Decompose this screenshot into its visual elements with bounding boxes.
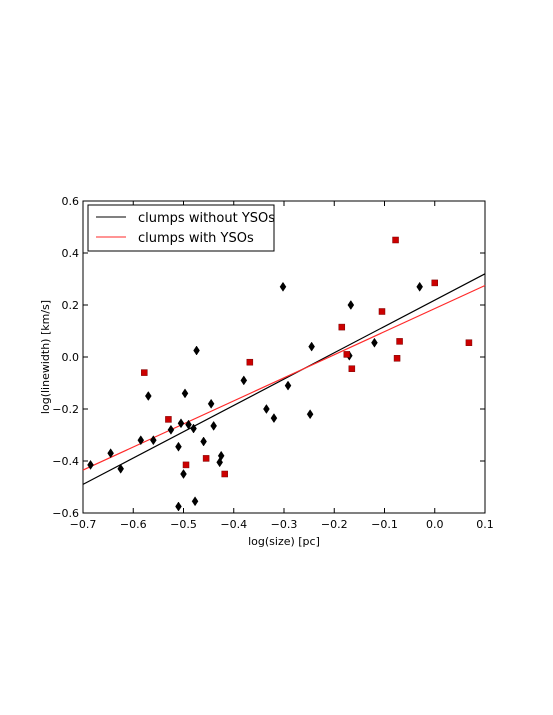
point-without-ysos <box>181 388 189 399</box>
point-without-ysos <box>279 281 287 292</box>
axis-ticks <box>82 200 486 514</box>
x-tick-label: −0.5 <box>170 518 197 531</box>
x-tick-label: −0.1 <box>371 518 398 531</box>
point-without-ysos <box>107 448 114 459</box>
point-with-ysos <box>393 355 401 362</box>
fit-line-without-ysos <box>82 273 486 485</box>
point-without-ysos <box>284 380 292 391</box>
point-without-ysos <box>180 469 187 479</box>
point-with-ysos <box>396 338 403 345</box>
legend-label-with-ysos: clumps with YSOs <box>138 231 254 246</box>
point-without-ysos <box>371 337 378 348</box>
x-tick-label: −0.4 <box>220 518 247 531</box>
point-without-ysos <box>177 418 185 429</box>
point-without-ysos <box>145 391 152 401</box>
y-axis-label: log(linewidth) [km/s] <box>39 300 52 414</box>
y-tick-label: 0.6 <box>62 195 80 208</box>
point-without-ysos <box>193 345 200 356</box>
x-tick-label: 0.0 <box>426 518 444 531</box>
y-tick-label: 0.2 <box>62 299 80 312</box>
point-with-ysos <box>338 323 346 331</box>
point-without-ysos <box>207 398 215 409</box>
point-without-ysos <box>117 463 124 474</box>
axis-tick-labels: −0.7 −0.6 −0.5 −0.4 −0.3 −0.2 −0.1 0.0 0.1−0.6−0… <box>52 195 493 531</box>
y-tick-label: −0.4 <box>52 455 79 468</box>
y-tick-label: 0.4 <box>62 247 80 260</box>
point-with-ysos <box>246 358 254 366</box>
legend-box <box>87 204 275 252</box>
point-without-ysos <box>217 450 225 461</box>
point-without-ysos <box>210 420 217 431</box>
data-points <box>87 236 473 512</box>
fit-line-with-ysos <box>82 284 486 471</box>
y-tick-label: 0.0 <box>62 351 80 364</box>
point-without-ysos <box>347 300 355 310</box>
point-without-ysos <box>150 435 157 446</box>
legend-label-without-ysos: clumps without YSOs <box>138 211 275 226</box>
point-with-ysos <box>392 236 399 244</box>
point-without-ysos <box>306 409 314 420</box>
point-with-ysos <box>431 279 438 287</box>
x-tick-label: −0.7 <box>70 518 97 531</box>
point-without-ysos <box>190 423 197 434</box>
point-with-ysos <box>465 339 473 346</box>
point-with-ysos <box>378 308 386 315</box>
point-with-ysos <box>165 416 172 423</box>
point-without-ysos <box>263 404 270 414</box>
point-with-ysos <box>343 351 351 358</box>
point-without-ysos <box>87 459 94 470</box>
x-tick-label: −0.3 <box>271 518 298 531</box>
plot-frame <box>82 200 486 514</box>
point-with-ysos <box>202 455 210 462</box>
point-without-ysos <box>416 281 423 292</box>
y-tick-label: −0.6 <box>52 507 79 520</box>
point-without-ysos <box>270 413 278 424</box>
y-tick-label: −0.2 <box>52 403 79 416</box>
point-without-ysos <box>240 375 248 386</box>
point-with-ysos <box>182 461 190 469</box>
point-with-ysos <box>141 369 148 376</box>
x-tick-label: −0.2 <box>321 518 348 531</box>
point-without-ysos <box>308 341 315 352</box>
point-without-ysos <box>200 436 207 447</box>
point-without-ysos <box>137 435 145 446</box>
fit-lines <box>82 273 486 485</box>
point-with-ysos <box>348 365 356 372</box>
point-with-ysos <box>221 470 228 478</box>
x-axis-label: log(size) [pc] <box>248 535 320 548</box>
point-without-ysos <box>167 424 175 435</box>
point-without-ysos <box>185 419 192 430</box>
point-without-ysos <box>175 501 182 512</box>
x-tick-label: −0.6 <box>120 518 147 531</box>
point-without-ysos <box>175 441 182 452</box>
x-tick-label: 0.1 <box>476 518 494 531</box>
legend: clumps without YSOs clumps with YSOs <box>87 204 275 252</box>
point-without-ysos <box>191 496 199 507</box>
